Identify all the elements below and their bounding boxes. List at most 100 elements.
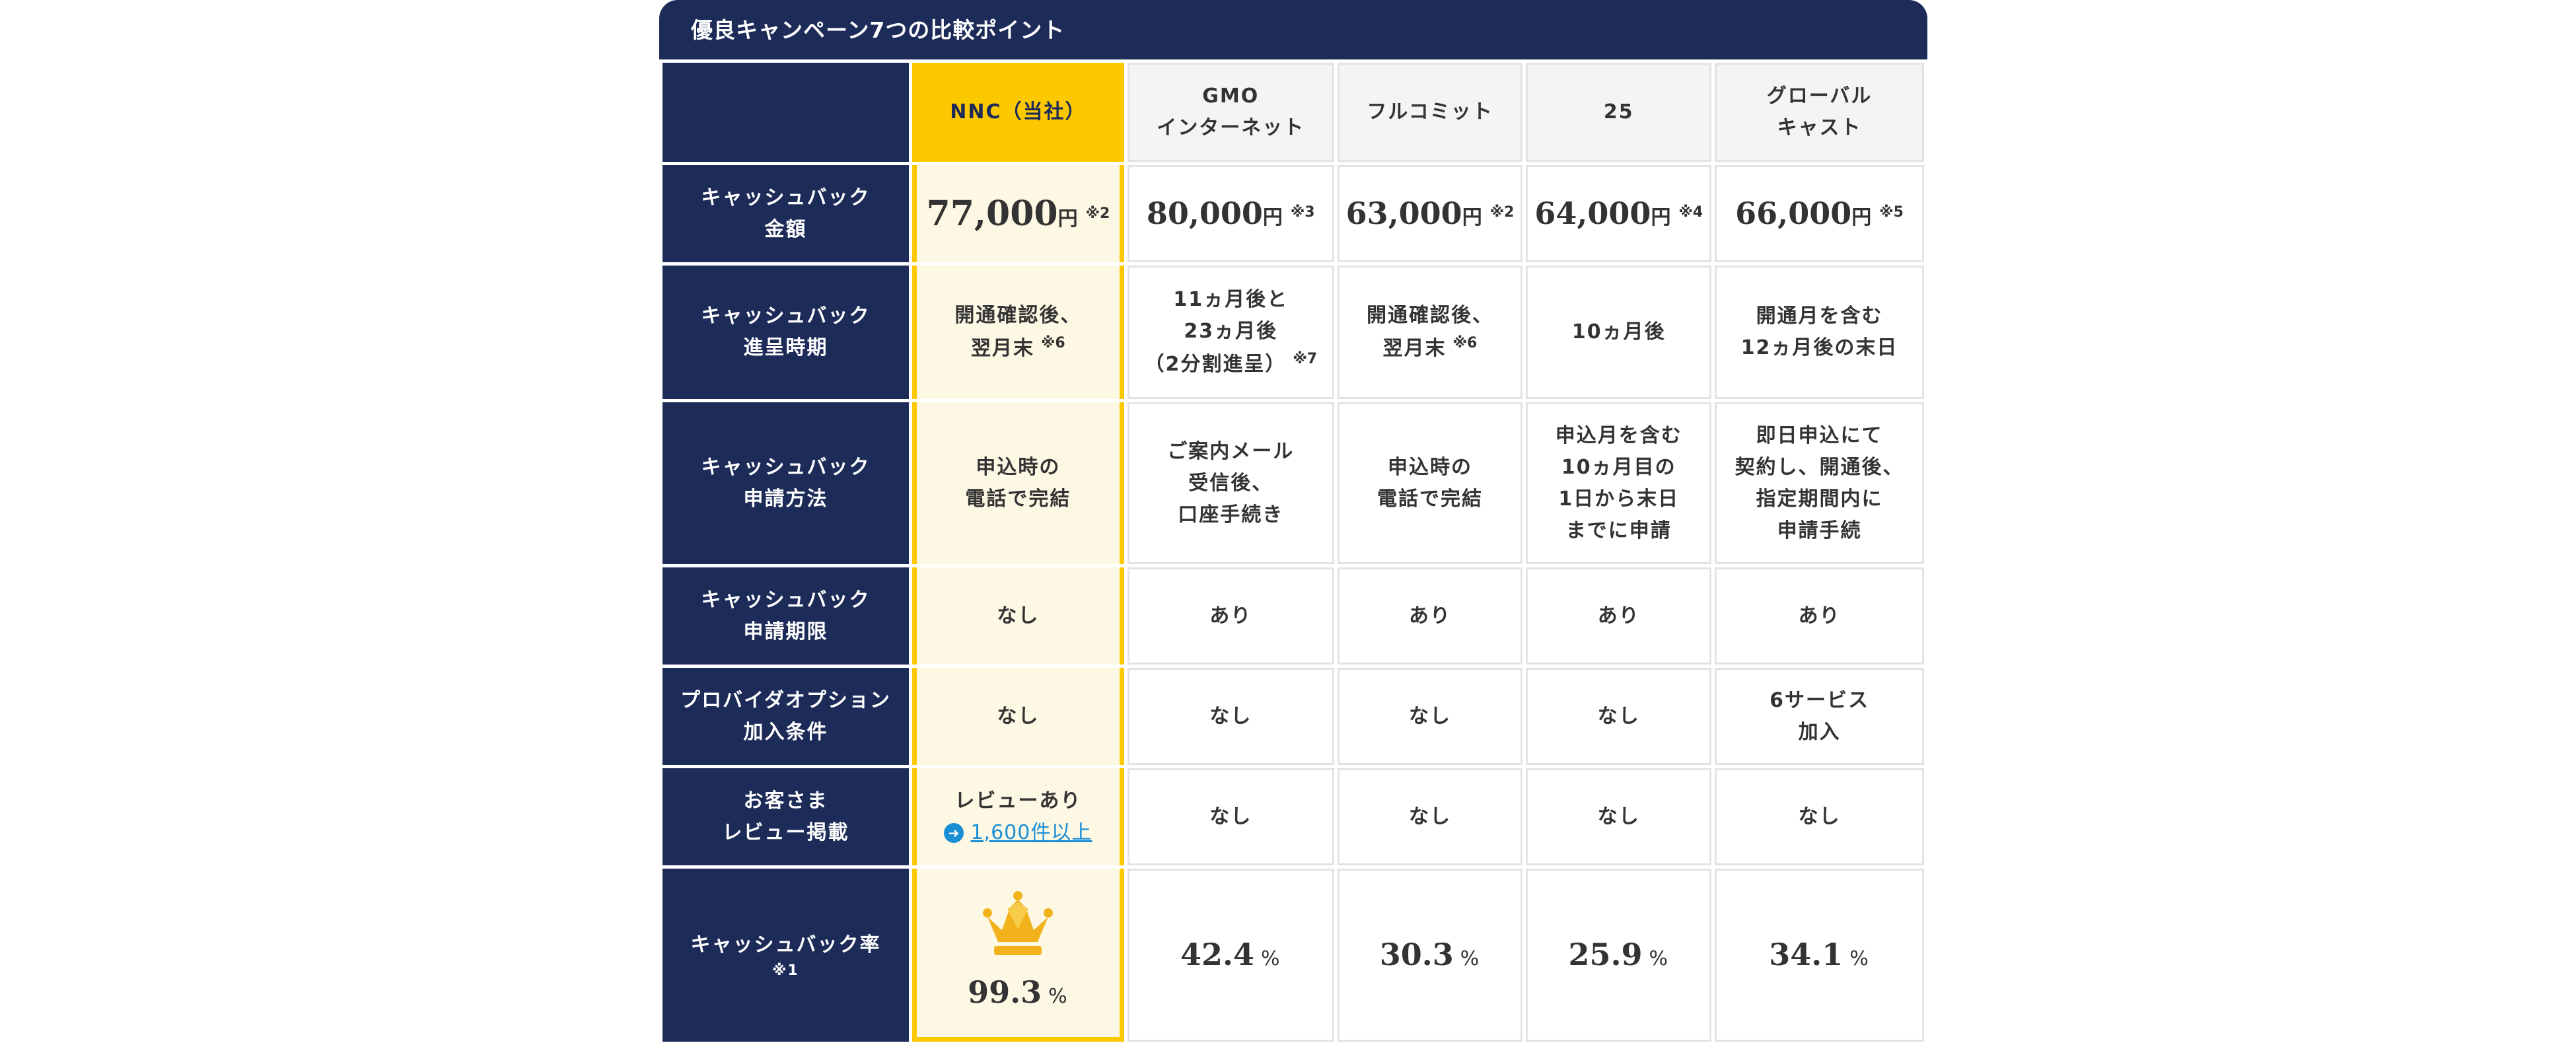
row-label-line: 申請期限 bbox=[743, 620, 828, 643]
amount-unit: 円 bbox=[1851, 205, 1873, 229]
table-row-application-method: キャッシュバック 申請方法 申込時の 電話で完結 ご案内メール 受信後、 口座手… bbox=[662, 402, 1924, 564]
cell-amount-nnc: 77,000円 ※2 bbox=[912, 165, 1124, 262]
cell-text: 指定期間内に bbox=[1756, 487, 1883, 511]
amount-unit: 円 bbox=[1651, 205, 1672, 229]
cell-deadline-gmo: あり bbox=[1127, 567, 1334, 665]
cell-text: までに申請 bbox=[1565, 519, 1672, 542]
rate-unit: % bbox=[1460, 947, 1481, 971]
cell-text: 申請手続 bbox=[1777, 519, 1862, 542]
cell-rate-nnc: 99.3% bbox=[912, 869, 1124, 1042]
cell-timing-nnc: 開通確認後、 翌月末 ※6 bbox=[912, 266, 1124, 399]
crown-icon bbox=[983, 890, 1054, 955]
rate-unit: % bbox=[1649, 947, 1670, 971]
cell-text: 開通確認後、 bbox=[1367, 304, 1494, 327]
amount-unit: 円 bbox=[1262, 205, 1284, 229]
cell-option-gmo: なし bbox=[1127, 668, 1334, 765]
cell-timing-globalcast: 開通月を含む 12ヵ月後の末日 bbox=[1715, 266, 1924, 399]
column-name-line: GMO bbox=[1202, 85, 1260, 108]
row-label-line: 加入条件 bbox=[743, 720, 828, 744]
amount-value: 80,000 bbox=[1146, 195, 1263, 231]
cell-option-globalcast: 6サービス 加入 bbox=[1715, 668, 1924, 765]
cell-text: なし bbox=[1409, 704, 1452, 728]
amount-value: 66,000 bbox=[1735, 195, 1852, 231]
table-row-cashback-rate: キャッシュバック率 ※1 99.3% 42.4% 30.3% bbox=[662, 869, 1924, 1042]
cell-rate-25: 25.9% bbox=[1526, 869, 1712, 1042]
cell-review-gmo: なし bbox=[1127, 768, 1334, 865]
footnote-mark: ※3 bbox=[1290, 203, 1315, 221]
cell-amount-globalcast: 66,000円 ※5 bbox=[1715, 165, 1924, 262]
rate-value: 42.4 bbox=[1180, 937, 1254, 973]
row-label-line: お客さま bbox=[743, 789, 828, 812]
cell-text: なし bbox=[997, 704, 1040, 728]
row-label-line: キャッシュバック bbox=[701, 455, 871, 479]
table-row-cashback-timing: キャッシュバック 進呈時期 開通確認後、 翌月末 ※6 11ヵ月後と 23ヵ月後 … bbox=[662, 266, 1924, 399]
row-label-line: キャッシュバック bbox=[701, 588, 871, 612]
cell-timing-25: 10ヵ月後 bbox=[1526, 266, 1712, 399]
footnote-mark: ※2 bbox=[1489, 203, 1515, 221]
row-label: お客さま レビュー掲載 bbox=[662, 768, 909, 865]
cell-option-25: なし bbox=[1526, 668, 1712, 765]
cell-text: 10ヵ月後 bbox=[1571, 320, 1666, 343]
cell-review-globalcast: なし bbox=[1715, 768, 1924, 865]
rate-unit: % bbox=[1849, 947, 1870, 971]
amount-value: 77,000 bbox=[926, 193, 1058, 234]
cell-text: 契約し、開通後、 bbox=[1735, 455, 1904, 479]
cell-text: 6サービス bbox=[1770, 688, 1869, 712]
row-label-line: プロバイダオプション bbox=[680, 688, 891, 712]
cell-method-nnc: 申込時の 電話で完結 bbox=[912, 402, 1124, 564]
column-header-nnc: NNC（当社） bbox=[912, 63, 1124, 162]
row-label: キャッシュバック 申請期限 bbox=[662, 567, 909, 665]
cell-text: 10ヵ月目の bbox=[1561, 455, 1676, 479]
comparison-table: NNC（当社） GMO インターネット フルコミット 25 グローバル キャスト… bbox=[659, 59, 1927, 1045]
cell-text: 申込時の bbox=[1388, 455, 1473, 479]
cell-option-fullcommit: なし bbox=[1337, 668, 1523, 765]
footnote-mark: ※5 bbox=[1879, 203, 1904, 221]
row-label: キャッシュバック率 ※1 bbox=[662, 869, 909, 1042]
review-link-text: 1,600件以上 bbox=[970, 820, 1092, 844]
footnote-mark: ※7 bbox=[1293, 351, 1318, 367]
rate-unit: % bbox=[1048, 984, 1069, 1008]
column-header-fullcommit: フルコミット bbox=[1337, 63, 1523, 162]
cell-text: 23ヵ月後 bbox=[1184, 320, 1278, 343]
column-name-line: キャスト bbox=[1777, 116, 1862, 139]
row-label-line: キャッシュバック bbox=[701, 186, 871, 209]
column-header-gmo: GMO インターネット bbox=[1127, 63, 1334, 162]
section-title: 優良キャンペーン7つの比較ポイント bbox=[659, 0, 1927, 63]
rate-value: 25.9 bbox=[1568, 937, 1643, 973]
cell-review-25: なし bbox=[1526, 768, 1712, 865]
cell-deadline-globalcast: あり bbox=[1715, 567, 1924, 665]
cell-text: 口座手続き bbox=[1178, 503, 1284, 526]
cell-deadline-25: あり bbox=[1526, 567, 1712, 665]
cell-deadline-nnc: なし bbox=[912, 567, 1124, 665]
cell-timing-gmo: 11ヵ月後と 23ヵ月後 （2分割進呈） ※7 bbox=[1127, 266, 1334, 399]
row-label: キャッシュバック 金額 bbox=[662, 165, 909, 262]
row-label-line: 進呈時期 bbox=[743, 336, 828, 359]
cell-method-globalcast: 即日申込にて 契約し、開通後、 指定期間内に 申請手続 bbox=[1715, 402, 1924, 564]
cell-text: 即日申込にて bbox=[1756, 423, 1883, 447]
table-header-row: NNC（当社） GMO インターネット フルコミット 25 グローバル キャスト bbox=[662, 63, 1924, 162]
cell-text: 受信後、 bbox=[1188, 471, 1273, 495]
cell-review-fullcommit: なし bbox=[1337, 768, 1523, 865]
rate-value: 30.3 bbox=[1379, 937, 1454, 973]
cell-option-nnc: なし bbox=[912, 668, 1124, 765]
column-name-line: グローバル bbox=[1766, 85, 1873, 108]
rate-value: 99.3 bbox=[968, 974, 1042, 1010]
footnote-mark: ※4 bbox=[1678, 203, 1703, 221]
row-label-line: 申請方法 bbox=[743, 487, 828, 511]
amount-value: 64,000 bbox=[1534, 195, 1651, 231]
column-name: フルコミット bbox=[1367, 100, 1493, 124]
row-label-line: キャッシュバック率 bbox=[690, 933, 881, 956]
row-label: キャッシュバック 申請方法 bbox=[662, 402, 909, 564]
arrow-right-circle-icon: ➜ bbox=[944, 823, 964, 843]
amount-unit: 円 bbox=[1057, 207, 1079, 231]
column-header-25: 25 bbox=[1526, 63, 1712, 162]
footnote-mark: ※6 bbox=[1041, 335, 1065, 351]
review-count-link[interactable]: ➜ 1,600件以上 bbox=[944, 821, 1092, 844]
amount-value: 63,000 bbox=[1345, 195, 1462, 231]
cell-rate-gmo: 42.4% bbox=[1127, 869, 1334, 1042]
review-text: レビューあり bbox=[954, 789, 1082, 812]
cell-amount-25: 64,000円 ※4 bbox=[1526, 165, 1712, 262]
cell-amount-gmo: 80,000円 ※3 bbox=[1127, 165, 1334, 262]
cell-text: 電話で完結 bbox=[1377, 487, 1484, 511]
cell-text: 加入 bbox=[1798, 720, 1841, 744]
